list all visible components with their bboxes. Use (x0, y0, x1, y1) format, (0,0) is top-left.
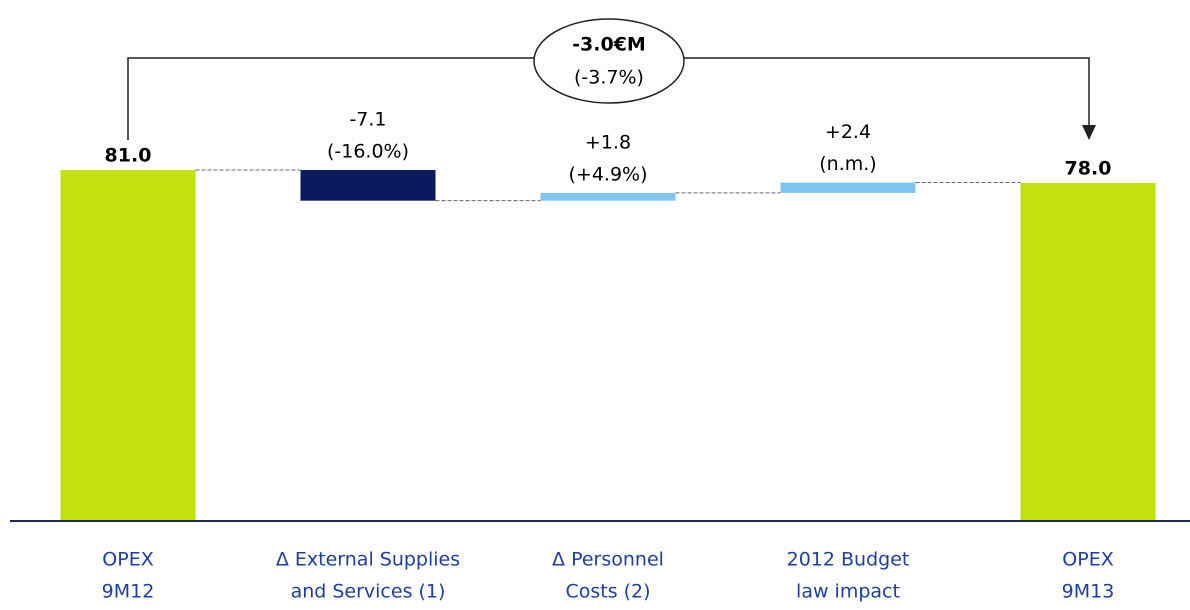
percent-label: (+4.9%) (568, 163, 647, 185)
value-label: -7.1 (349, 109, 386, 131)
bar (540, 192, 676, 201)
bar (1020, 182, 1156, 521)
annotation-subtext: (-3.7%) (574, 67, 644, 89)
x-tick-label: Δ External Supplies (276, 549, 460, 571)
x-tick-label: Costs (2) (565, 581, 650, 603)
x-tick-label: OPEX (1062, 549, 1113, 571)
x-tick-label: 9M13 (1062, 581, 1115, 603)
value-label: +2.4 (825, 121, 871, 143)
value-label: 78.0 (1065, 157, 1112, 179)
x-tick-label: 2012 Budget (787, 549, 910, 571)
percent-label: (n.m.) (819, 153, 876, 175)
bar (780, 182, 916, 193)
bracket-left (127, 57, 534, 140)
x-tick-label: Δ Personnel (552, 549, 664, 571)
x-tick-label: 9M12 (102, 581, 155, 603)
bar (300, 170, 436, 201)
value-label: +1.8 (585, 131, 631, 153)
x-tick-label: law impact (796, 581, 900, 603)
arrow-head (1082, 125, 1096, 140)
annotation-text: -3.0€M (572, 34, 646, 56)
bracket-right (684, 57, 1090, 126)
x-tick-label: OPEX (102, 549, 153, 571)
annotation-ellipse (533, 18, 685, 104)
percent-label: (-16.0%) (327, 141, 409, 163)
bar (60, 170, 196, 520)
value-label: 81.0 (105, 145, 152, 167)
x-tick-label: and Services (1) (291, 581, 446, 603)
